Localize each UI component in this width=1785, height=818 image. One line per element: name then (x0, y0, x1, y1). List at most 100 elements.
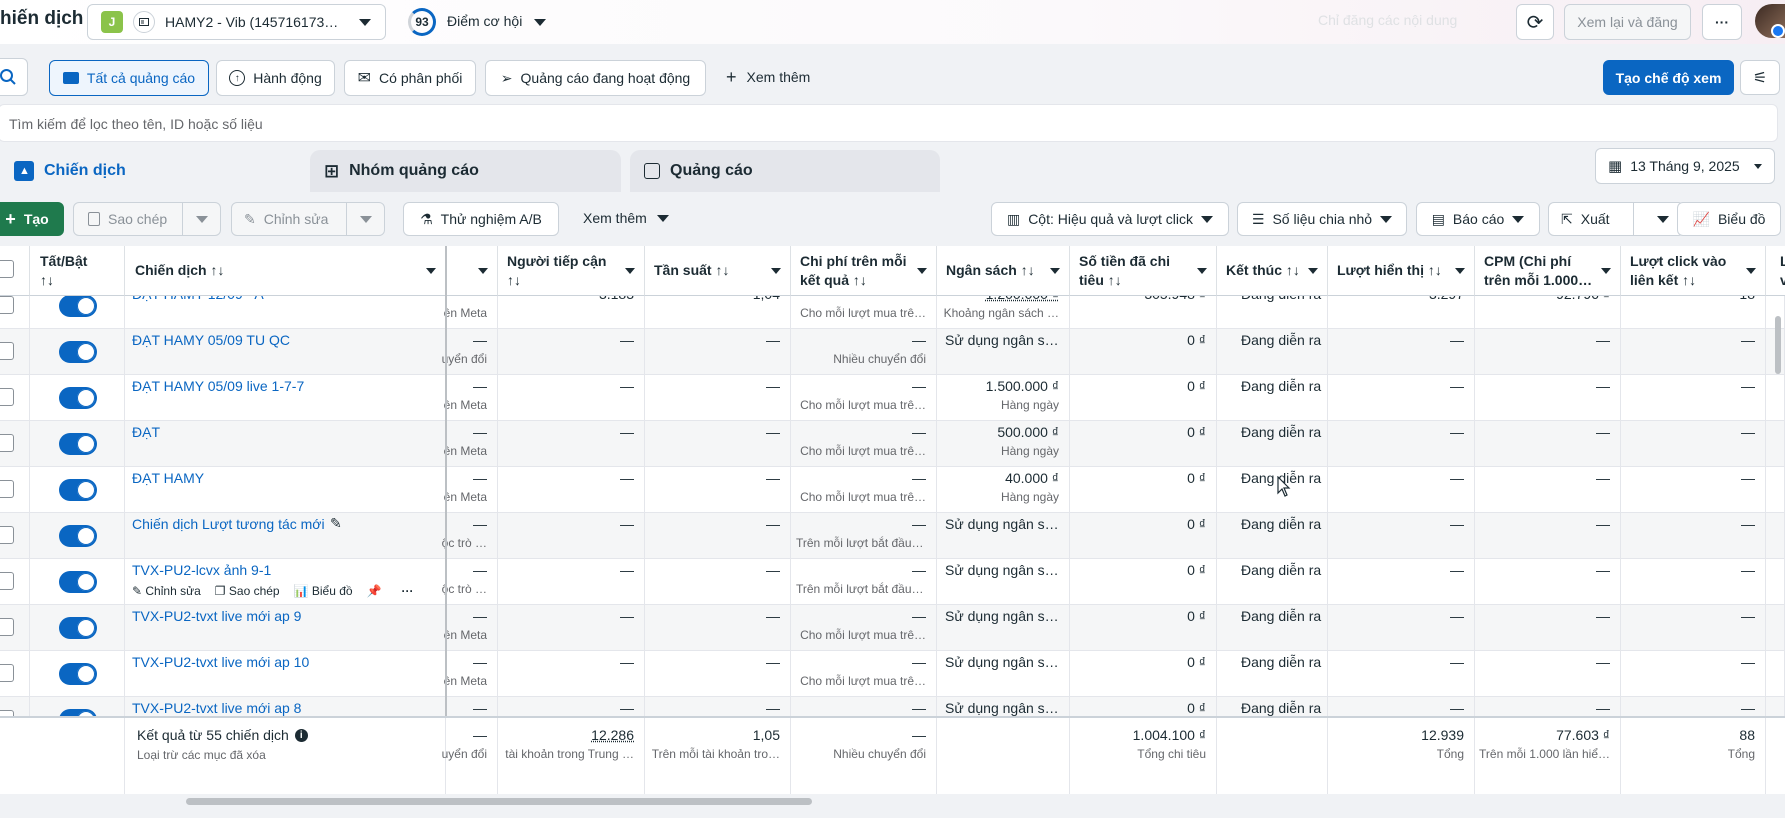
campaign-name-link[interactable]: ĐẠT (132, 424, 160, 440)
select-all-checkbox[interactable] (0, 260, 14, 278)
header-toggle[interactable]: Tất/Bật ↑↓ (30, 246, 125, 296)
campaign-toggle[interactable] (59, 296, 97, 317)
header-results[interactable] (446, 246, 498, 296)
totals-reach-value[interactable]: 12.286 (591, 727, 634, 743)
campaign-name-link[interactable]: TVX-PU2-tvxt live mới ap 8 (132, 700, 302, 716)
chevron-down-icon[interactable] (1746, 268, 1756, 274)
chevron-down-icon[interactable] (771, 268, 781, 274)
search-input[interactable]: Tìm kiếm để lọc theo tên, ID hoặc số liệ… (0, 104, 1778, 142)
campaign-name-link[interactable]: Chiến dịch Lượt tương tác mới (132, 516, 325, 532)
pencil-icon[interactable]: ✎ (330, 515, 342, 531)
row-more-action[interactable]: ··· (401, 584, 414, 598)
campaign-name-link[interactable]: TVX-PU2-lcvx ảnh 9-1 (132, 562, 272, 578)
ab-test-button[interactable]: ⚗ Thử nghiệm A/B (403, 202, 559, 236)
row-checkbox[interactable] (0, 572, 14, 590)
table-row[interactable]: TVX-PU2-lcvx ảnh 9-1 ✎ Chỉnh sửa ❐ Sao c… (0, 559, 1785, 605)
chevron-down-icon[interactable] (426, 268, 436, 274)
header-ends[interactable]: Kết thúc ↑↓ (1217, 246, 1328, 296)
refresh-button[interactable]: ⟳ (1516, 4, 1554, 40)
campaign-toggle[interactable] (59, 617, 97, 639)
chevron-down-icon[interactable] (1050, 268, 1060, 274)
tab-ads[interactable]: Quảng cáo (630, 150, 940, 192)
breakdown-button[interactable]: ☰ Số liệu chia nhỏ (1237, 202, 1407, 236)
row-checkbox[interactable] (0, 296, 14, 314)
tab-adsets[interactable]: ⊞ Nhóm quảng cáo (310, 150, 621, 192)
campaign-name-link[interactable]: TVX-PU2-tvxt live mới ap 10 (132, 654, 310, 670)
more-button[interactable]: ··· (1702, 4, 1742, 40)
export-button[interactable]: ⇱ Xuất (1548, 202, 1684, 236)
tab-campaigns[interactable]: ▲ Chiến dịch (0, 150, 300, 192)
header-campaign[interactable]: Chiến dịch ↑↓ (125, 246, 446, 296)
row-checkbox[interactable] (0, 618, 14, 636)
chevron-down-icon[interactable] (534, 19, 546, 26)
chevron-down-icon[interactable] (1601, 268, 1611, 274)
table-row[interactable]: ĐẠT HAMY 05/09 TU QC — uyển đổi — — — Nhiều ch… (0, 329, 1785, 375)
chevron-down-icon[interactable] (1657, 215, 1669, 223)
campaign-toggle[interactable] (59, 341, 97, 363)
account-selector[interactable]: J HAMY2 - Vib (145716173… (87, 4, 386, 40)
chevron-down-icon[interactable] (1308, 268, 1318, 274)
horizontal-scrollbar[interactable] (186, 798, 812, 805)
row-checkbox[interactable] (0, 434, 14, 452)
chevron-down-icon[interactable] (625, 268, 635, 274)
chart-button[interactable]: 📈 Biểu đồ (1677, 202, 1781, 236)
header-reach[interactable]: Người tiếp cận ↑↓ (498, 246, 645, 296)
row-checkbox[interactable] (0, 342, 14, 360)
chevron-down-icon[interactable] (478, 268, 488, 274)
header-amount-spent[interactable]: Số tiền đã chi tiêu ↑↓ (1070, 246, 1217, 296)
filter-all-ads[interactable]: Tất cả quảng cáo (49, 60, 209, 96)
duplicate-button[interactable]: Sao chép (73, 202, 221, 236)
campaign-name-link[interactable]: ĐẠT HAMY 05/09 TU QC (132, 332, 290, 348)
header-cost-per-result[interactable]: Chi phí trên mỗi kết quả ↑↓ (791, 246, 937, 296)
table-row[interactable]: ĐẠT — ên Meta — — — Cho mỗi lượt mua trê… 500.0… (0, 421, 1785, 467)
chevron-down-icon[interactable] (917, 268, 927, 274)
filter-actions[interactable]: ↑ Hành động (216, 60, 335, 96)
filter-see-more[interactable]: + Xem thêm (726, 68, 810, 86)
campaign-toggle[interactable] (59, 525, 97, 547)
columns-button[interactable]: ▥ Cột: Hiệu quả và lượt click (991, 202, 1229, 236)
toolbar-see-more[interactable]: Xem thêm (583, 210, 669, 226)
filter-delivery[interactable]: ✉ Có phân phối (344, 60, 476, 96)
info-icon[interactable]: i (294, 728, 308, 742)
header-impressions[interactable]: Lượt hiển thị ↑↓ (1328, 246, 1475, 296)
avatar[interactable] (1755, 4, 1785, 38)
campaign-toggle[interactable] (59, 479, 97, 501)
campaign-toggle[interactable] (59, 433, 97, 455)
campaign-name-link[interactable]: ĐẠT HAMY 05/09 live 1-7-7 (132, 378, 305, 394)
date-range-picker[interactable]: ▦ 13 Tháng 9, 2025 (1595, 148, 1775, 184)
row-checkbox[interactable] (0, 480, 14, 498)
campaign-name-link[interactable]: TVX-PU2-tvxt live mới ap 9 (132, 608, 302, 624)
edit-button[interactable]: ✎ Chỉnh sửa (231, 202, 385, 236)
campaign-toggle[interactable] (59, 663, 97, 685)
search-button[interactable] (0, 58, 28, 96)
pin-icon[interactable]: 📌 (366, 584, 382, 598)
campaign-toggle[interactable] (59, 571, 97, 593)
chevron-down-icon[interactable] (196, 215, 208, 223)
table-row[interactable]: Chiến dịch Lượt tương tác mới ✎ — ộc trò … —… (0, 513, 1785, 559)
table-row[interactable]: ĐẠT HAMY 12/09 - A — ên Meta 3.183 1,04 — Cho … (0, 296, 1785, 329)
campaign-name-link[interactable]: ĐẠT HAMY 12/09 - A (132, 296, 264, 302)
table-row[interactable]: ĐẠT HAMY — ên Meta — — — Cho mỗi lượt mua trê…… (0, 467, 1785, 513)
chevron-down-icon[interactable] (360, 215, 372, 223)
header-frequency[interactable]: Tần suất ↑↓ (645, 246, 791, 296)
campaign-toggle[interactable] (59, 709, 97, 716)
row-duplicate-action[interactable]: ❐ Sao chép (214, 584, 280, 598)
table-row[interactable]: TVX-PU2-tvxt live mới ap 8 — — — — Sử dụng ng… (0, 697, 1785, 716)
row-checkbox[interactable] (0, 526, 14, 544)
header-budget[interactable]: Ngân sách ↑↓ (937, 246, 1070, 296)
row-checkbox[interactable] (0, 388, 14, 406)
row-checkbox[interactable] (0, 664, 14, 682)
table-row[interactable]: ĐẠT HAMY 05/09 live 1-7-7 — ên Meta — — — Cho … (0, 375, 1785, 421)
opportunity-label[interactable]: Điểm cơ hội (447, 13, 523, 29)
create-view-button[interactable]: Tạo chế độ xem (1603, 60, 1734, 95)
campaign-name-link[interactable]: ĐẠT HAMY (132, 470, 205, 486)
header-cpm[interactable]: CPM (Chi phí trên mỗi 1.000… (1475, 246, 1621, 296)
review-publish-button[interactable]: Xem lại và đăng (1564, 4, 1691, 40)
opportunity-score[interactable]: 93 (408, 8, 436, 36)
campaign-toggle[interactable] (59, 387, 97, 409)
filter-active-ads[interactable]: ➢ Quảng cáo đang hoạt động (485, 60, 706, 96)
header-link-clicks[interactable]: Lượt click vào liên kết ↑↓ (1621, 246, 1766, 296)
table-row[interactable]: TVX-PU2-tvxt live mới ap 10 — ên Meta — — — Ch… (0, 651, 1785, 697)
row-edit-action[interactable]: ✎ Chỉnh sửa (132, 584, 201, 598)
